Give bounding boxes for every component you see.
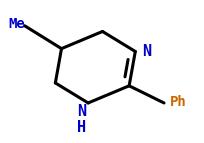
Text: H: H [77,120,86,135]
Text: Me: Me [8,17,25,31]
Text: N: N [77,104,86,119]
Text: Ph: Ph [169,95,186,109]
Text: N: N [142,44,151,59]
